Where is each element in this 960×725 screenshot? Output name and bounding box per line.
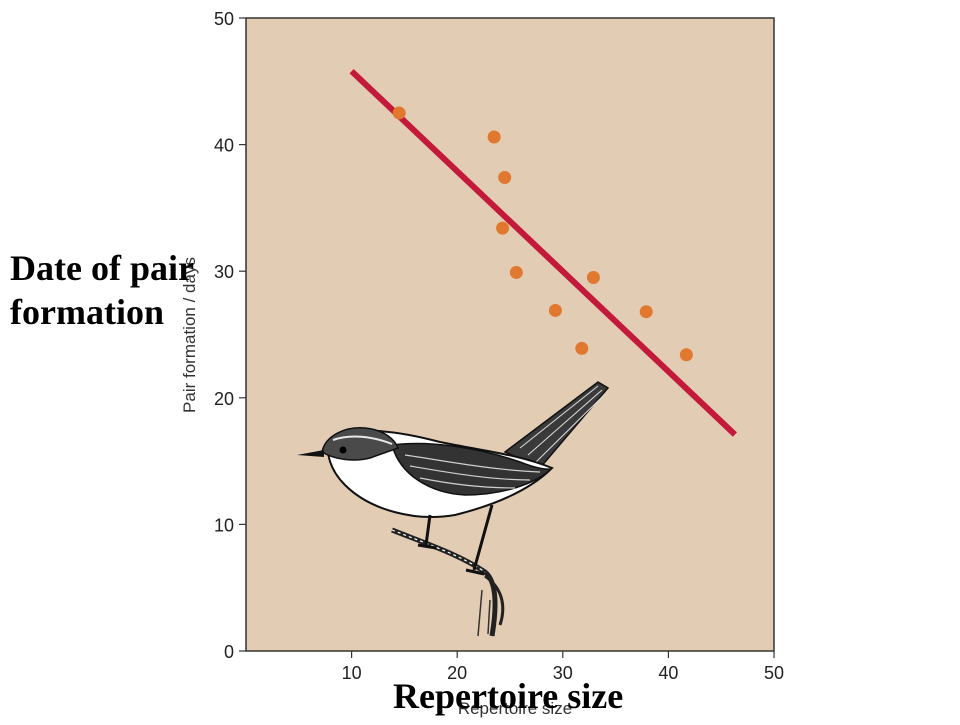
x-tick-label: 20: [447, 663, 467, 683]
data-point: [498, 171, 512, 185]
data-points: [392, 106, 693, 362]
data-point: [679, 348, 693, 362]
data-point: [575, 341, 589, 355]
data-point: [586, 271, 600, 285]
x-axis-title: Repertoire size: [458, 699, 572, 718]
data-point: [487, 130, 501, 144]
data-point: [509, 265, 523, 279]
y-tick-label: 50: [214, 9, 234, 29]
x-tick-label: 30: [553, 663, 573, 683]
data-point: [548, 303, 562, 317]
bird-illustration: [297, 381, 610, 637]
x-tick-label: 50: [764, 663, 784, 683]
x-tick-label: 10: [342, 663, 362, 683]
x-tick-label: 40: [658, 663, 678, 683]
y-axis-title-overlay: Date of pair formation: [10, 248, 194, 332]
trend-line: [349, 68, 737, 437]
axes: 0 10 20 30 40 50 10 20 30 40 50 Pair formation / da…: [180, 9, 784, 718]
data-point: [496, 221, 510, 235]
data-point: [639, 305, 653, 319]
y-axis-title: Pair formation / days: [180, 257, 199, 413]
data-point: [392, 106, 406, 120]
y-tick-label: 30: [214, 262, 234, 282]
y-tick-label: 20: [214, 389, 234, 409]
plot-area: [245, 17, 775, 652]
y-tick-label: 0: [224, 642, 234, 662]
regression-line: [349, 68, 737, 437]
y-tick-label: 10: [214, 515, 234, 535]
x-axis-title-overlay: Repertoire size: [393, 676, 624, 716]
y-tick-label: 40: [214, 136, 234, 156]
